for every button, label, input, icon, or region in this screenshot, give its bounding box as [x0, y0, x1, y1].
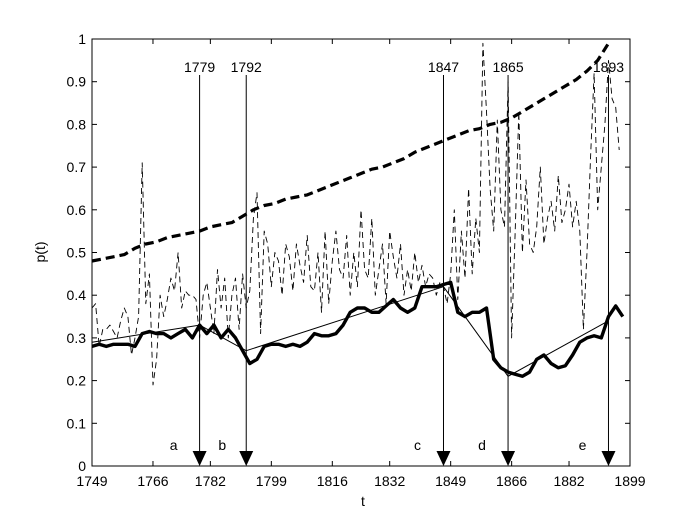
- series-line-thin-solid: [91, 286, 609, 377]
- series-layer: [91, 42, 625, 386]
- y-tick-label: 0: [78, 458, 86, 474]
- y-tick-label: 0.9: [67, 74, 87, 90]
- x-tick-label: 1832: [374, 473, 405, 489]
- y-tick-label: 1: [78, 31, 86, 47]
- event-year-label-1865: 1865: [492, 59, 523, 75]
- event-layer: 1779 a 1792 b 1847 c 1865 d 1893 e: [170, 59, 624, 466]
- series-line-thick-dashed: [91, 42, 610, 263]
- event-letter-c: c: [414, 437, 421, 453]
- event-letter-e: e: [579, 437, 587, 453]
- x-tick-label: 1849: [435, 473, 466, 489]
- tick-layer: 1749 1766 1782 1799 1816 1832 1849 1866 1882 1899…: [67, 31, 646, 489]
- y-tick-label: 0.7: [67, 159, 87, 175]
- event-arrow-1779: [192, 451, 207, 466]
- event-letter-a: a: [170, 437, 178, 453]
- y-tick-label: 0.3: [67, 330, 87, 346]
- y-tick-label: 0.5: [67, 245, 87, 261]
- event-arrow-1893: [601, 451, 616, 466]
- event-year-label-1779: 1779: [184, 59, 215, 75]
- y-tick-label: 0.4: [67, 287, 87, 303]
- event-arrow-1792: [239, 451, 254, 466]
- x-tick-label: 1799: [256, 473, 287, 489]
- x-tick-label: 1816: [317, 473, 348, 489]
- y-tick-label: 0.6: [67, 202, 87, 218]
- event-year-label-1893: 1893: [593, 59, 624, 75]
- x-tick-label: 1866: [496, 473, 527, 489]
- x-tick-label: 1749: [76, 473, 107, 489]
- event-arrow-1865: [501, 451, 516, 466]
- event-year-label-1847: 1847: [428, 59, 459, 75]
- event-arrow-1847: [436, 451, 451, 466]
- series-line-thick-solid: [91, 280, 625, 378]
- x-tick-label: 1899: [614, 473, 645, 489]
- x-tick-label: 1766: [137, 473, 168, 489]
- series-line-thin-dashed: [91, 42, 620, 386]
- y-tick-label: 0.2: [67, 373, 87, 389]
- x-tick-label: 1782: [195, 473, 226, 489]
- event-letter-b: b: [218, 437, 226, 453]
- y-tick-label: 0.8: [67, 116, 87, 132]
- x-tick-label: 1882: [553, 473, 584, 489]
- event-letter-d: d: [478, 437, 486, 453]
- y-tick-label: 0.1: [67, 415, 87, 431]
- y-axis-label: p(t): [32, 242, 48, 263]
- x-axis-label: t: [361, 493, 365, 509]
- event-year-label-1792: 1792: [231, 59, 262, 75]
